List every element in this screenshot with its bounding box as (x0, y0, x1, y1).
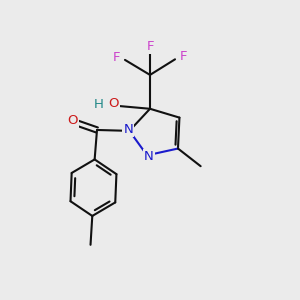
Text: N: N (123, 123, 133, 136)
Text: O: O (108, 97, 119, 110)
Text: F: F (179, 50, 187, 64)
Text: F: F (146, 40, 154, 53)
Text: O: O (68, 114, 78, 127)
Text: H: H (94, 98, 104, 111)
Text: F: F (113, 51, 121, 64)
Text: N: N (144, 150, 154, 163)
